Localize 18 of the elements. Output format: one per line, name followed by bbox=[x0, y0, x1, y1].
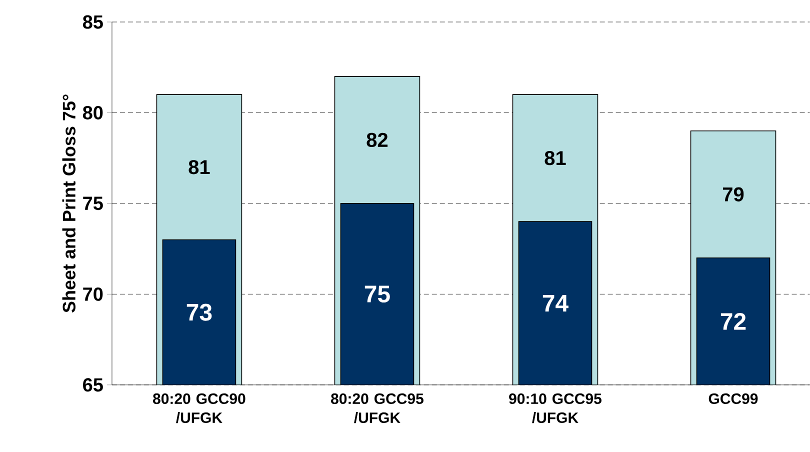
x-tick-label: GCC99 bbox=[708, 393, 758, 404]
y-tick-label: 70 bbox=[83, 288, 103, 301]
x-tick-label: 90:10 GCC95 /UFGK bbox=[509, 393, 602, 424]
data-label: 81 bbox=[544, 151, 566, 166]
data-label: 74 bbox=[542, 295, 568, 312]
data-label: 75 bbox=[364, 286, 390, 303]
data-label: 72 bbox=[720, 313, 746, 330]
y-tick-label: 65 bbox=[83, 378, 103, 392]
y-tick-label: 85 bbox=[82, 15, 103, 29]
y-tick-label: 75 bbox=[83, 196, 103, 210]
data-label: 82 bbox=[366, 132, 388, 148]
data-label: 81 bbox=[188, 160, 210, 174]
y-tick-label: 80 bbox=[82, 106, 103, 120]
x-tick-label: 80:20 GCC95 /UFGK bbox=[331, 393, 424, 424]
data-label: 79 bbox=[722, 187, 744, 202]
y-axis-title: Sheet and Print Gloss 75° bbox=[62, 94, 76, 313]
x-tick-label: 80:20 GCC90 /UFGK bbox=[153, 393, 246, 424]
data-label: 73 bbox=[186, 304, 212, 321]
